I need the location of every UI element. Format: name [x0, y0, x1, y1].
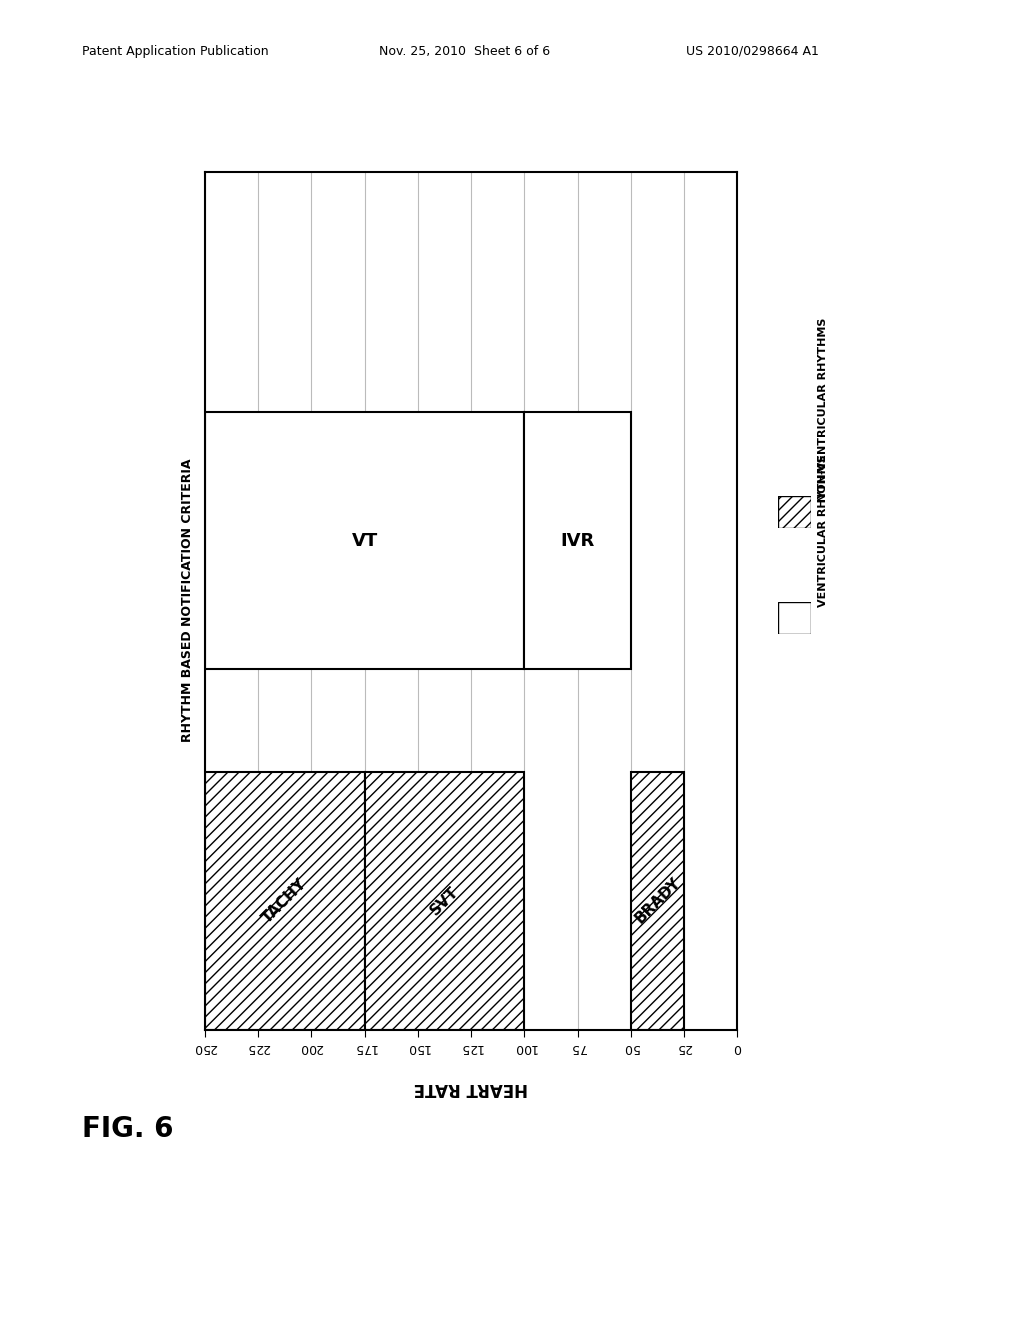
Text: FIG. 6: FIG. 6	[82, 1115, 173, 1143]
Text: VT: VT	[351, 532, 378, 549]
Text: Patent Application Publication: Patent Application Publication	[82, 45, 268, 58]
Text: VENTRICULAR RHYTHMS: VENTRICULAR RHYTHMS	[818, 454, 828, 607]
Text: SVT: SVT	[427, 884, 462, 917]
Bar	[205, 412, 524, 669]
Bar	[205, 772, 365, 1030]
Text: IVR: IVR	[560, 532, 595, 549]
Bar	[631, 772, 684, 1030]
Text: TACHY: TACHY	[259, 875, 310, 927]
Text: Nov. 25, 2010  Sheet 6 of 6: Nov. 25, 2010 Sheet 6 of 6	[379, 45, 550, 58]
Y-axis label: RHYTHM BASED NOTIFICATION CRITERIA: RHYTHM BASED NOTIFICATION CRITERIA	[180, 459, 194, 742]
Bar	[365, 772, 524, 1030]
Bar	[524, 412, 631, 669]
Text: BRADY: BRADY	[632, 875, 683, 927]
Text: US 2010/0298664 A1: US 2010/0298664 A1	[686, 45, 819, 58]
Text: NON-VENTRICULAR RHYTHMS: NON-VENTRICULAR RHYTHMS	[818, 317, 828, 502]
X-axis label: HEART RATE: HEART RATE	[414, 1080, 528, 1097]
